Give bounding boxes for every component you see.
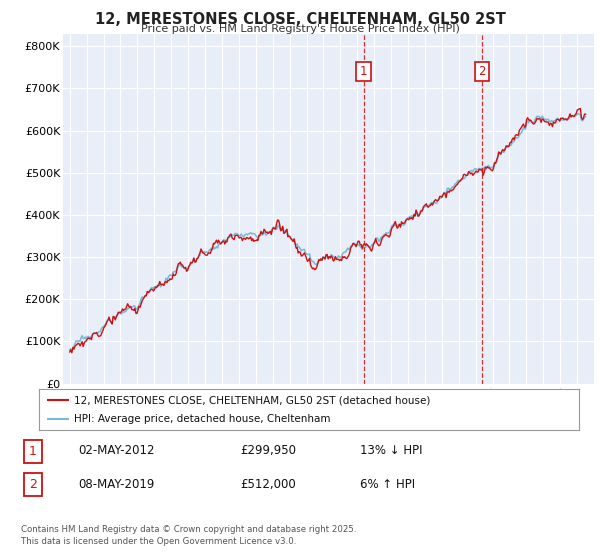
Text: HPI: Average price, detached house, Cheltenham: HPI: Average price, detached house, Chel…	[74, 414, 331, 423]
Text: Contains HM Land Registry data © Crown copyright and database right 2025.
This d: Contains HM Land Registry data © Crown c…	[21, 525, 356, 546]
Text: £299,950: £299,950	[240, 444, 296, 458]
Text: 13% ↓ HPI: 13% ↓ HPI	[360, 444, 422, 458]
Text: 1: 1	[360, 65, 367, 78]
Text: 2: 2	[29, 478, 37, 492]
Text: 12, MERESTONES CLOSE, CHELTENHAM, GL50 2ST (detached house): 12, MERESTONES CLOSE, CHELTENHAM, GL50 2…	[74, 395, 430, 405]
Text: 1: 1	[29, 445, 37, 458]
Text: 12, MERESTONES CLOSE, CHELTENHAM, GL50 2ST: 12, MERESTONES CLOSE, CHELTENHAM, GL50 2…	[95, 12, 505, 27]
Text: 08-MAY-2019: 08-MAY-2019	[78, 478, 154, 491]
Text: £512,000: £512,000	[240, 478, 296, 491]
Text: Price paid vs. HM Land Registry's House Price Index (HPI): Price paid vs. HM Land Registry's House …	[140, 24, 460, 34]
Text: 6% ↑ HPI: 6% ↑ HPI	[360, 478, 415, 491]
Text: 02-MAY-2012: 02-MAY-2012	[78, 444, 155, 458]
Text: 2: 2	[478, 65, 485, 78]
